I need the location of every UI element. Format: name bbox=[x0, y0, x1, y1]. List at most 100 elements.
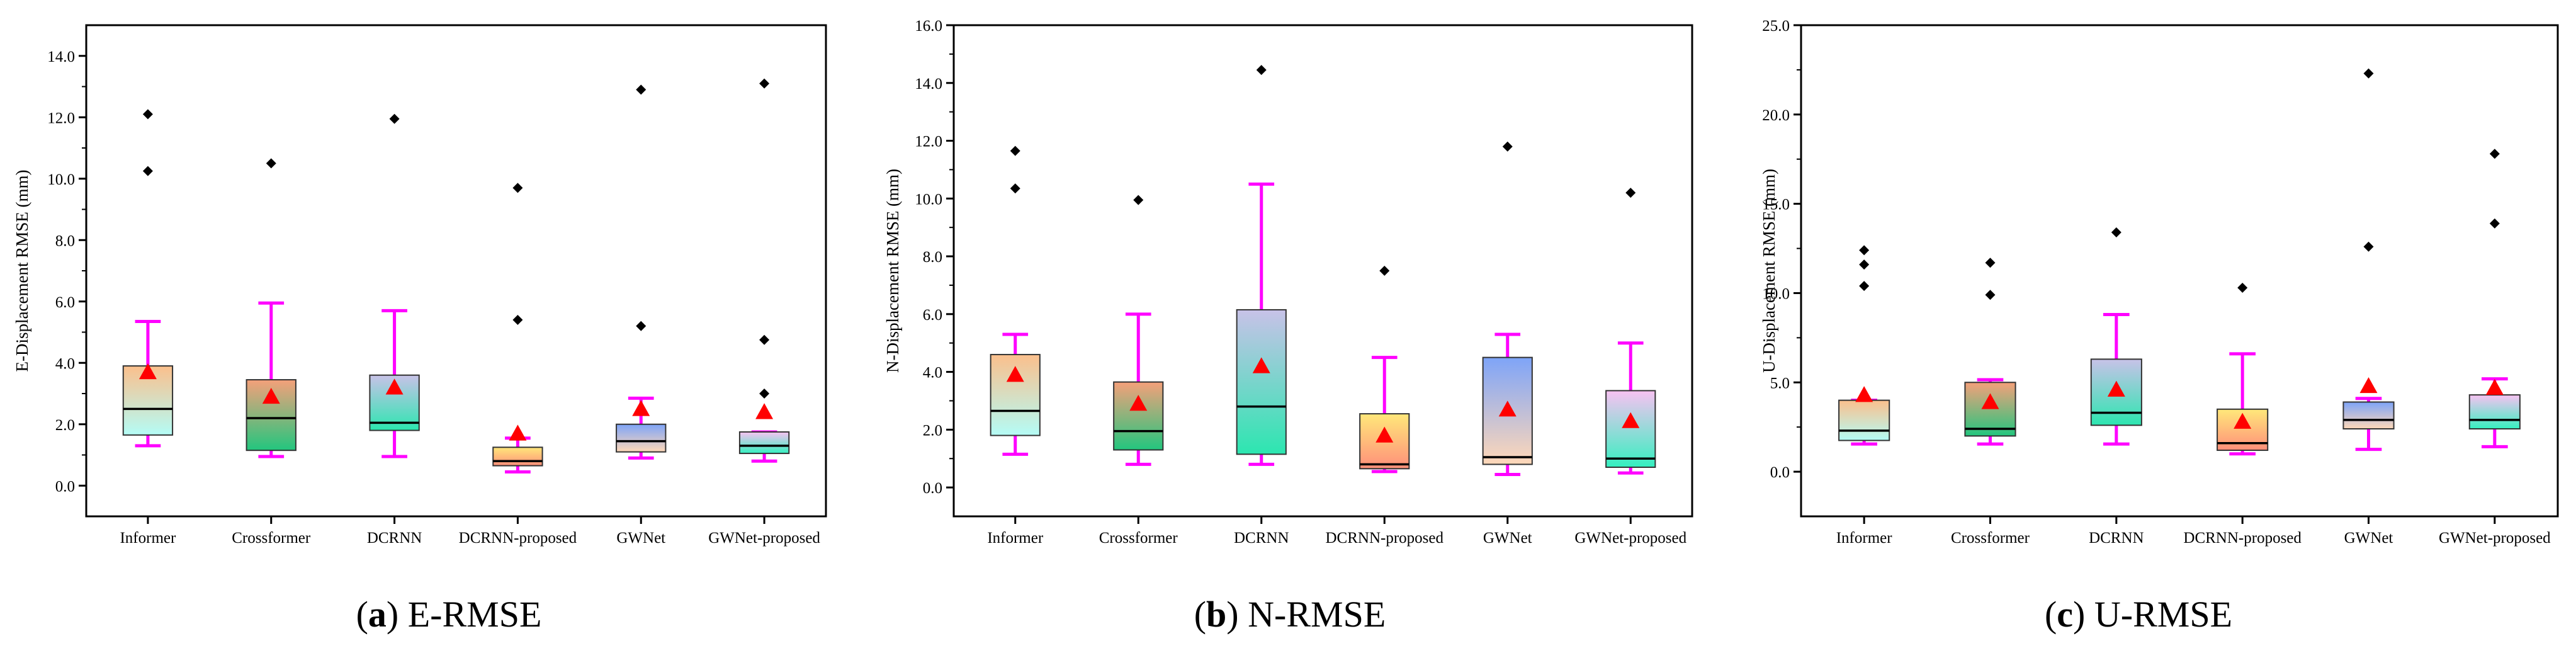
y-axis-title: N-Displacement RMSE (mm) bbox=[883, 169, 902, 373]
outlier-point bbox=[1859, 281, 1870, 292]
mean-marker bbox=[755, 403, 774, 419]
box-dcrnn-proposed bbox=[1359, 266, 1410, 474]
x-tick-label: DCRNN bbox=[2089, 530, 2144, 547]
box-iqr bbox=[1838, 399, 1890, 441]
x-tick-label: DCRNN-proposed bbox=[1326, 530, 1444, 547]
x-tick-label: DCRNN bbox=[367, 530, 422, 547]
y-tick-label: 12.0 bbox=[915, 133, 942, 150]
outlier-point bbox=[1859, 259, 1870, 270]
outlier-point bbox=[1625, 188, 1636, 198]
y-tick-label: 6.0 bbox=[923, 307, 942, 324]
x-tick-label: GWNet-proposed bbox=[708, 530, 820, 547]
x-tick-label: DCRNN bbox=[1234, 530, 1289, 547]
mean-marker bbox=[1006, 366, 1024, 382]
y-tick-label: 20.0 bbox=[1762, 107, 1790, 124]
x-tick-label: GWNet-proposed bbox=[2439, 530, 2551, 547]
x-tick-label: Crossformer bbox=[1951, 530, 2030, 547]
y-tick-label: 8.0 bbox=[55, 232, 75, 249]
y-tick-label: 4.0 bbox=[923, 365, 942, 382]
x-tick-label: Crossformer bbox=[232, 530, 311, 547]
box-dcrnn bbox=[369, 113, 420, 458]
y-tick-label: 10.0 bbox=[1762, 285, 1790, 302]
box-iqr bbox=[1964, 382, 2016, 437]
y-tick-label: 2.0 bbox=[55, 417, 75, 434]
y-tick-label: 0.0 bbox=[55, 478, 75, 495]
y-tick-label: 15.0 bbox=[1762, 196, 1790, 213]
box-informer bbox=[1838, 245, 1890, 446]
outlier-point bbox=[142, 166, 153, 176]
box-crossformer bbox=[246, 158, 297, 458]
outlier-point bbox=[2489, 149, 2500, 159]
box-gwnet-proposed bbox=[738, 78, 790, 463]
plot-frame bbox=[1800, 24, 2559, 518]
outlier-point bbox=[142, 109, 153, 120]
box-iqr bbox=[2342, 401, 2395, 430]
panel-u-rmse: 0.0 5.0 10.0 15.0 20.0 25.0 U-Displacement RMS… bbox=[1760, 18, 2559, 547]
caption-b: (b) N-RMSE bbox=[1194, 594, 1386, 635]
outlier-point bbox=[1010, 183, 1020, 194]
outlier-point bbox=[1010, 145, 1020, 156]
mean-marker bbox=[509, 424, 527, 441]
box-dcrnn bbox=[1236, 65, 1287, 466]
box-gwnet bbox=[616, 84, 667, 460]
mean-marker bbox=[632, 400, 650, 416]
outlier-point bbox=[1859, 245, 1870, 256]
y-tick-label: 4.0 bbox=[55, 355, 75, 372]
y-tick-label: 12.0 bbox=[47, 110, 75, 127]
outlier-point bbox=[2237, 282, 2248, 293]
outlier-point bbox=[1985, 290, 1996, 300]
outlier-point bbox=[2111, 227, 2121, 238]
box-crossformer bbox=[1113, 195, 1164, 466]
box-informer bbox=[990, 145, 1041, 456]
box-dcrnn-proposed bbox=[2217, 282, 2269, 456]
box-dcrnn bbox=[2090, 227, 2142, 446]
x-tick-label: Informer bbox=[987, 530, 1044, 547]
outlier-point bbox=[1985, 258, 1996, 268]
outlier-point bbox=[1133, 195, 1144, 205]
box-crossformer bbox=[1964, 258, 2016, 446]
outlier-point bbox=[2489, 218, 2500, 229]
mean-marker bbox=[1855, 386, 1873, 402]
y-tick-label: 6.0 bbox=[55, 294, 75, 311]
x-tick-label: Informer bbox=[120, 530, 176, 547]
plot-frame bbox=[85, 24, 827, 518]
y-tick-label: 2.0 bbox=[923, 422, 942, 439]
mean-marker bbox=[138, 363, 157, 380]
box-iqr bbox=[738, 431, 790, 455]
box-iqr bbox=[1113, 381, 1164, 451]
box-iqr bbox=[1605, 390, 1656, 468]
mean-marker bbox=[385, 378, 404, 395]
mean-marker bbox=[1129, 395, 1148, 411]
y-axis-title: E-Displacement RMSE (mm) bbox=[13, 170, 31, 372]
plot-frame bbox=[952, 24, 1693, 518]
caption-a: (a) E-RMSE bbox=[356, 594, 542, 635]
x-tick-label: GWNet bbox=[2344, 530, 2393, 547]
box-gwnet-proposed bbox=[2468, 149, 2521, 448]
box-informer bbox=[122, 109, 174, 448]
outlier-point bbox=[2363, 241, 2374, 252]
y-tick-label: 5.0 bbox=[1770, 375, 1790, 392]
outlier-point bbox=[2363, 68, 2374, 79]
box-gwnet bbox=[1482, 141, 1533, 476]
outlier-point bbox=[266, 158, 276, 169]
y-tick-label: 14.0 bbox=[47, 48, 75, 65]
y-tick-label: 25.0 bbox=[1762, 18, 1790, 35]
mean-marker bbox=[2359, 377, 2378, 394]
y-tick-label: 0.0 bbox=[1770, 464, 1790, 481]
panel-n-rmse: 0.0 2.0 4.0 6.0 8.0 10.0 12.0 14.0 16.0 N-Displac… bbox=[883, 18, 1693, 547]
y-tick-label: 16.0 bbox=[915, 18, 942, 35]
mean-marker bbox=[262, 387, 280, 404]
mean-marker bbox=[2107, 380, 2125, 397]
x-tick-label: DCRNN-proposed bbox=[459, 530, 577, 547]
mean-marker bbox=[1376, 426, 1394, 443]
outlier-point bbox=[636, 84, 647, 95]
box-iqr bbox=[1236, 309, 1287, 455]
mean-marker bbox=[1498, 400, 1517, 417]
caption-c: (c) U-RMSE bbox=[2045, 594, 2232, 635]
box-gwnet bbox=[2342, 68, 2395, 451]
x-tick-label: GWNet bbox=[616, 530, 665, 547]
box-dcrnn-proposed bbox=[492, 183, 543, 474]
box-iqr bbox=[616, 423, 667, 453]
outlier-point bbox=[389, 113, 400, 124]
